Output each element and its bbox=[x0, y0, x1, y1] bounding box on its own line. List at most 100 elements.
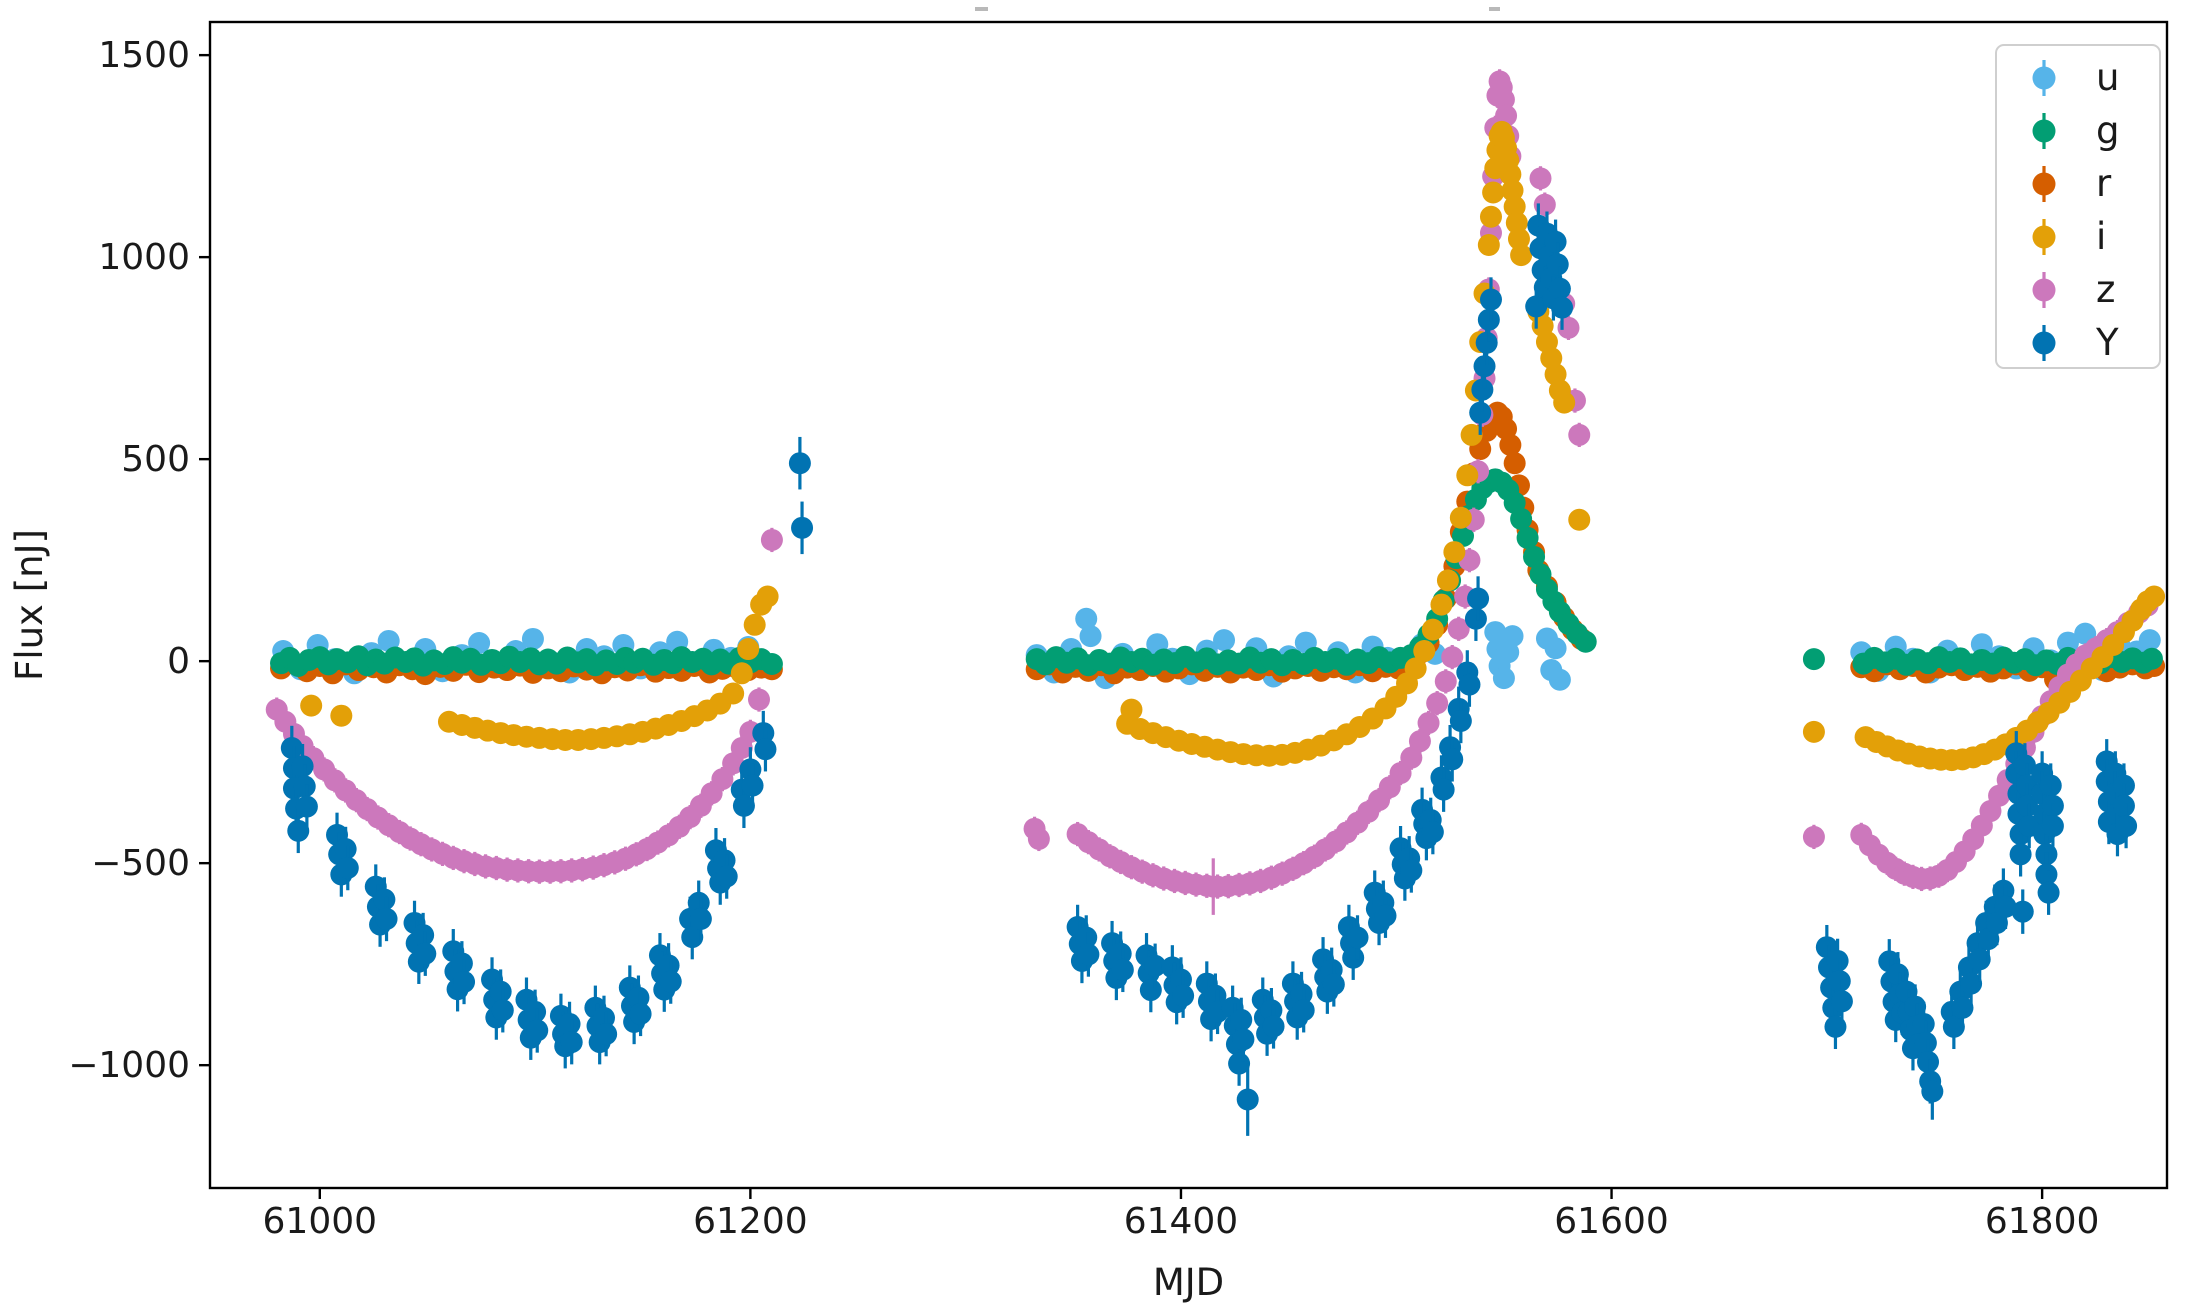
y-axis-label: Flux [nJ] bbox=[8, 529, 51, 681]
data-point-i bbox=[300, 694, 323, 717]
axes: 61000 61200 61400 61600 61800 MJD −1000 −500 0 50… bbox=[8, 20, 2169, 1304]
data-point-Y bbox=[1914, 1031, 1937, 1054]
data-point-Y bbox=[373, 888, 396, 911]
data-point-u bbox=[1544, 637, 1567, 660]
y-tick-label: −500 bbox=[91, 843, 190, 884]
data-point-Y bbox=[791, 516, 814, 539]
data-point-i bbox=[1413, 640, 1436, 663]
data-point-Y bbox=[1464, 607, 1487, 630]
data-point-Y bbox=[1144, 954, 1167, 977]
data-point-Y bbox=[1473, 355, 1496, 378]
data-point-g bbox=[760, 652, 783, 675]
series-g bbox=[270, 468, 2163, 678]
data-point-Y bbox=[295, 795, 318, 818]
data-point-Y bbox=[1458, 673, 1481, 696]
data-point-g bbox=[1574, 630, 1597, 653]
data-point-i bbox=[1505, 211, 1528, 234]
data-point-u bbox=[1213, 629, 1236, 652]
data-point-Y bbox=[1075, 926, 1098, 949]
data-point-z bbox=[1492, 88, 1515, 111]
x-tick-label: 61200 bbox=[693, 1201, 808, 1242]
data-point-Y bbox=[1139, 979, 1162, 1002]
data-point-i bbox=[1510, 244, 1533, 267]
data-point-Y bbox=[687, 891, 710, 914]
data-point-Y bbox=[280, 737, 303, 760]
data-point-Y bbox=[287, 819, 310, 842]
series-i bbox=[300, 120, 2166, 772]
data-point-Y bbox=[1475, 331, 1498, 354]
series-z bbox=[265, 69, 2159, 915]
legend-entry-Y: Y bbox=[2032, 321, 2119, 364]
data-point-Y bbox=[1342, 946, 1365, 969]
data-point-z bbox=[1568, 423, 1591, 446]
data-point-i bbox=[330, 704, 353, 727]
data-point-Y bbox=[741, 774, 764, 797]
data-point-Y bbox=[1432, 778, 1455, 801]
data-point-Y bbox=[2112, 794, 2135, 817]
data-point-z bbox=[1426, 692, 1449, 715]
data-point-Y bbox=[1290, 983, 1313, 1006]
y-tick-label: 0 bbox=[167, 641, 190, 682]
data-point-Y bbox=[334, 838, 357, 861]
data-point-Y bbox=[1942, 1015, 1965, 1038]
y-tick-label: 1000 bbox=[98, 237, 190, 278]
data-point-z bbox=[1529, 167, 1552, 190]
data-point-Y bbox=[291, 755, 314, 778]
clipped-title-remnant bbox=[975, 7, 988, 11]
x-tick-label: 61400 bbox=[1124, 1201, 1239, 1242]
data-point-z bbox=[1447, 617, 1470, 640]
data-point-Y bbox=[681, 926, 704, 949]
data-point-z bbox=[747, 688, 770, 711]
data-series bbox=[265, 69, 2166, 1136]
clipped-title-remnant bbox=[1489, 7, 1500, 11]
data-point-z bbox=[1408, 730, 1431, 753]
data-point-Y bbox=[336, 857, 359, 880]
data-point-Y bbox=[1479, 288, 1502, 311]
data-point-Y bbox=[1546, 253, 1569, 276]
data-point-Y bbox=[659, 970, 682, 993]
x-tick-label: 61000 bbox=[263, 1201, 378, 1242]
data-point-Y bbox=[592, 1006, 615, 1029]
data-point-i bbox=[1456, 464, 1479, 487]
data-point-Y bbox=[1551, 296, 1574, 319]
data-point-Y bbox=[1400, 859, 1423, 882]
data-point-Y bbox=[1548, 277, 1571, 300]
data-point-i bbox=[1568, 508, 1591, 531]
data-point-g bbox=[1802, 648, 1825, 671]
y-tick-label: 500 bbox=[121, 439, 190, 480]
x-tick-label: 61600 bbox=[1554, 1201, 1669, 1242]
data-point-Y bbox=[1467, 587, 1490, 610]
legend-marker-icon bbox=[2032, 331, 2056, 355]
data-point-Y bbox=[1260, 999, 1283, 1022]
data-point-Y bbox=[412, 924, 435, 947]
data-point-Y bbox=[2041, 814, 2064, 837]
data-point-Y bbox=[1994, 895, 2017, 918]
data-point-Y bbox=[414, 942, 437, 965]
data-point-u bbox=[1501, 625, 1524, 648]
y-axis: −1000 −500 0 500 1000 1500 Flux [nJ] bbox=[8, 35, 210, 1086]
data-point-i bbox=[1499, 163, 1522, 186]
data-point-u bbox=[521, 627, 544, 650]
legend-marker-icon bbox=[2032, 225, 2056, 249]
data-point-Y bbox=[1912, 1012, 1935, 1035]
data-point-Y bbox=[560, 1031, 583, 1054]
data-point-r bbox=[1503, 452, 1526, 475]
data-point-Y bbox=[375, 907, 398, 930]
data-point-u bbox=[2138, 629, 2161, 652]
data-point-Y bbox=[1232, 1028, 1255, 1051]
data-point-Y bbox=[689, 907, 712, 930]
data-point-Y bbox=[1826, 949, 1849, 972]
data-point-Y bbox=[1886, 963, 1909, 986]
data-point-Y bbox=[627, 986, 650, 1009]
data-point-z bbox=[1441, 646, 1464, 669]
data-point-Y bbox=[450, 952, 473, 975]
data-point-Y bbox=[1421, 821, 1444, 844]
legend-label: g bbox=[2096, 109, 2120, 152]
data-point-g bbox=[1523, 545, 1546, 568]
series-Y bbox=[280, 203, 2138, 1136]
data-point-g bbox=[2140, 647, 2163, 670]
data-point-z bbox=[1417, 711, 1440, 734]
x-tick-label: 61800 bbox=[1985, 1201, 2100, 1242]
legend-frame bbox=[1995, 44, 2161, 369]
